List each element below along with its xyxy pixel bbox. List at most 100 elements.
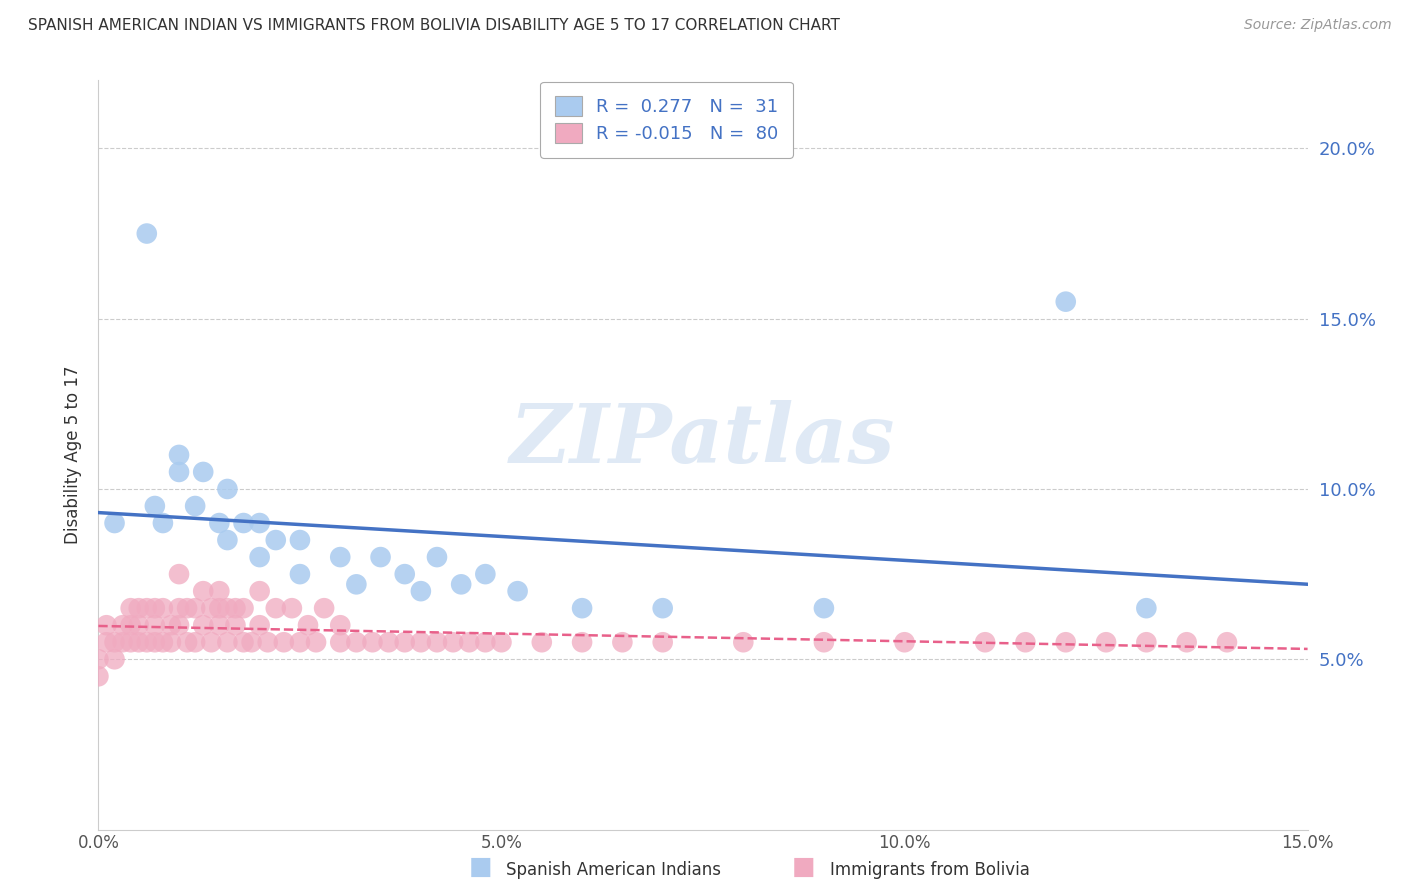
Point [167, 567, 190, 582]
Point [441, 635, 464, 649]
Text: Source: ZipAtlas.com: Source: ZipAtlas.com [1244, 18, 1392, 32]
Point [128, 601, 150, 615]
Point [506, 584, 529, 599]
Point [143, 499, 166, 513]
Point [193, 465, 215, 479]
Point [1216, 635, 1239, 649]
Point [96, 635, 118, 649]
Point [288, 567, 311, 582]
Point [1135, 635, 1157, 649]
Point [530, 635, 553, 649]
Point [135, 601, 157, 615]
Point [281, 601, 304, 615]
Point [103, 516, 125, 530]
Text: Immigrants from Bolivia: Immigrants from Bolivia [830, 861, 1029, 879]
Point [224, 618, 246, 632]
Point [152, 601, 174, 615]
Point [128, 618, 150, 632]
Point [974, 635, 997, 649]
Point [491, 635, 513, 649]
Point [305, 635, 328, 649]
Point [193, 618, 215, 632]
Point [135, 227, 157, 241]
Point [1175, 635, 1198, 649]
Point [111, 618, 134, 632]
Point [314, 601, 336, 615]
Point [167, 448, 190, 462]
Point [612, 635, 634, 649]
Point [329, 618, 352, 632]
Point [394, 635, 416, 649]
Point [571, 601, 593, 615]
Point [217, 601, 239, 615]
Point [458, 635, 481, 649]
Point [409, 635, 432, 649]
Point [120, 601, 142, 615]
Text: ■: ■ [468, 855, 492, 879]
Point [167, 601, 190, 615]
Point [474, 567, 496, 582]
Point [208, 601, 231, 615]
Legend: R =  0.277   N =  31, R = -0.015   N =  80: R = 0.277 N = 31, R = -0.015 N = 80 [540, 82, 793, 158]
Point [426, 550, 449, 565]
Point [232, 635, 254, 649]
Point [176, 635, 198, 649]
Point [160, 635, 183, 649]
Text: ZIPatlas: ZIPatlas [510, 400, 896, 480]
Point [264, 601, 287, 615]
Point [813, 601, 835, 615]
Point [217, 635, 239, 649]
Point [184, 601, 207, 615]
Point [651, 601, 673, 615]
Point [329, 635, 352, 649]
Point [128, 635, 150, 649]
Point [87, 669, 110, 683]
Point [240, 635, 263, 649]
Text: Spanish American Indians: Spanish American Indians [506, 861, 721, 879]
Point [344, 577, 367, 591]
Point [103, 652, 125, 666]
Point [143, 618, 166, 632]
Point [288, 533, 311, 547]
Point [103, 635, 125, 649]
Point [273, 635, 295, 649]
Point [361, 635, 384, 649]
Point [176, 601, 198, 615]
Point [152, 635, 174, 649]
Point [377, 635, 399, 649]
Point [87, 652, 110, 666]
Point [249, 618, 271, 632]
Point [893, 635, 915, 649]
Point [224, 601, 246, 615]
Point [167, 618, 190, 632]
Point [143, 601, 166, 615]
Point [200, 635, 222, 649]
Point [394, 567, 416, 582]
Point [329, 550, 352, 565]
Point [193, 584, 215, 599]
Point [96, 618, 118, 632]
Point [232, 516, 254, 530]
Y-axis label: Disability Age 5 to 17: Disability Age 5 to 17 [65, 366, 83, 544]
Point [409, 584, 432, 599]
Point [143, 635, 166, 649]
Text: SPANISH AMERICAN INDIAN VS IMMIGRANTS FROM BOLIVIA DISABILITY AGE 5 TO 17 CORREL: SPANISH AMERICAN INDIAN VS IMMIGRANTS FR… [28, 18, 839, 33]
Point [167, 465, 190, 479]
Text: ■: ■ [792, 855, 815, 879]
Point [200, 601, 222, 615]
Point [249, 550, 271, 565]
Point [1135, 601, 1157, 615]
Point [651, 635, 673, 649]
Point [208, 516, 231, 530]
Point [120, 618, 142, 632]
Point [1054, 294, 1077, 309]
Point [184, 635, 207, 649]
Point [160, 618, 183, 632]
Point [1095, 635, 1118, 649]
Point [208, 584, 231, 599]
Point [450, 577, 472, 591]
Point [135, 635, 157, 649]
Point [426, 635, 449, 649]
Point [184, 499, 207, 513]
Point [297, 618, 319, 632]
